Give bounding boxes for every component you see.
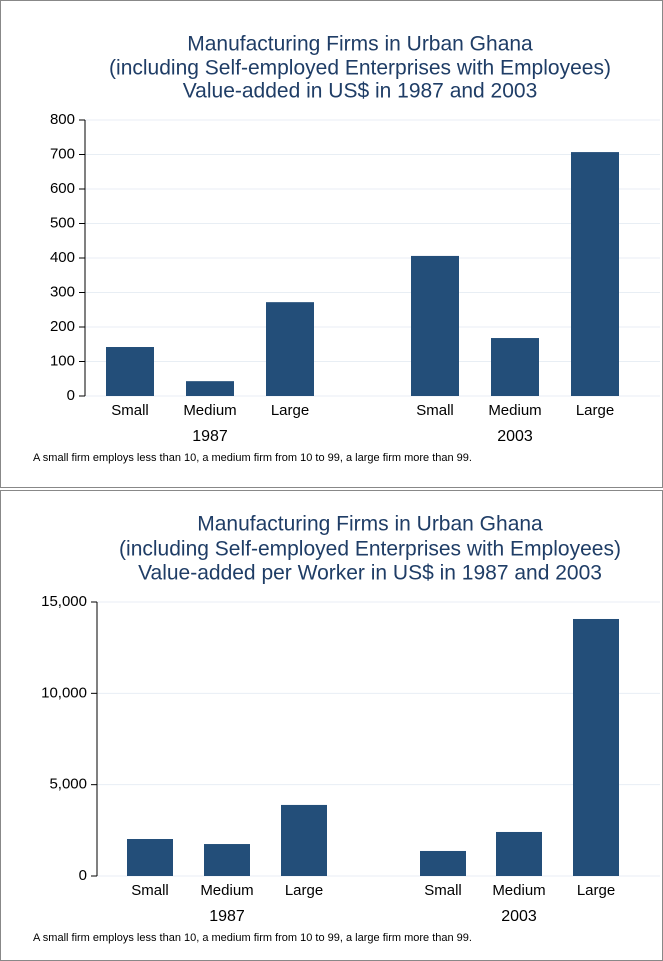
bar <box>266 302 314 396</box>
x-tick-label: Large <box>577 882 615 899</box>
y-tick-label: 400 <box>50 249 75 266</box>
chart-title: Value-added in US$ in 1987 and 2003 <box>183 80 538 103</box>
x-tick-label: Small <box>424 882 462 899</box>
y-tick-label: 10,000 <box>41 684 87 701</box>
chart-title: Manufacturing Firms in Urban Ghana <box>187 33 533 56</box>
chart-title: Value-added per Worker in US$ in 1987 an… <box>138 562 602 585</box>
chart-title: (including Self-employed Enterprises wit… <box>109 57 611 80</box>
bar <box>204 844 250 876</box>
bar <box>106 347 154 396</box>
y-tick-label: 600 <box>50 180 75 197</box>
bar <box>127 839 173 876</box>
chart-title: Manufacturing Firms in Urban Ghana <box>197 513 543 536</box>
x-tick-label: Medium <box>183 402 236 419</box>
note: A small firm employs less than 10, a med… <box>33 452 472 464</box>
bar <box>281 804 327 876</box>
y-tick-label: 0 <box>67 387 75 404</box>
x-tick-label: Small <box>416 402 454 419</box>
y-tick-label: 700 <box>50 145 75 162</box>
y-tick-label: 5,000 <box>49 776 87 793</box>
y-tick-label: 800 <box>50 111 75 128</box>
y-tick-label: 500 <box>50 214 75 231</box>
x-tick-label: Medium <box>200 882 253 899</box>
bar <box>496 831 542 876</box>
bar <box>411 255 459 396</box>
bar <box>491 338 539 396</box>
x-tick-label: Medium <box>492 882 545 899</box>
bar <box>186 381 234 396</box>
bar <box>420 850 466 876</box>
group-label: 2003 <box>497 428 533 445</box>
group-label: 2003 <box>501 908 537 925</box>
y-tick-label: 200 <box>50 318 75 335</box>
y-tick-label: 100 <box>50 352 75 369</box>
chart-title: (including Self-employed Enterprises wit… <box>119 538 621 561</box>
bar <box>571 152 619 396</box>
x-tick-label: Large <box>285 882 323 899</box>
x-tick-label: Large <box>576 402 614 419</box>
x-tick-label: Large <box>271 402 309 419</box>
x-tick-label: Small <box>111 402 149 419</box>
x-tick-label: Medium <box>488 402 541 419</box>
group-label: 1987 <box>209 908 245 925</box>
group-label: 1987 <box>192 428 228 445</box>
bar <box>573 618 619 876</box>
y-tick-label: 15,000 <box>41 593 87 610</box>
note: A small firm employs less than 10, a med… <box>33 932 472 944</box>
y-tick-label: 0 <box>79 867 87 884</box>
y-tick-label: 300 <box>50 283 75 300</box>
x-tick-label: Small <box>131 882 169 899</box>
